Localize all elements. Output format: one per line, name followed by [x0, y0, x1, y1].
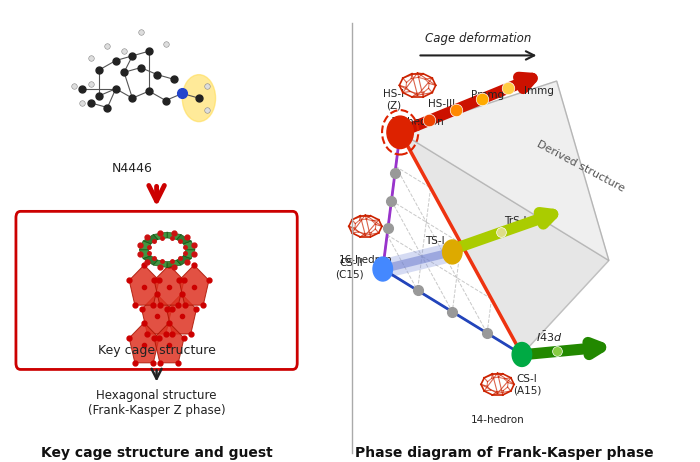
Polygon shape [143, 235, 158, 244]
Text: HS-III: HS-III [428, 99, 456, 109]
Text: $I\bar{4}3d$: $I\bar{4}3d$ [536, 330, 563, 345]
Polygon shape [167, 294, 197, 334]
Text: HS-I
(Z): HS-I (Z) [383, 89, 404, 111]
Text: CS-I
(A15): CS-I (A15) [513, 374, 541, 395]
Circle shape [442, 240, 462, 264]
Polygon shape [153, 232, 167, 239]
Text: CS-II
(C15): CS-II (C15) [335, 258, 363, 280]
Polygon shape [154, 265, 184, 305]
Polygon shape [139, 241, 151, 250]
Text: Immg: Immg [524, 86, 554, 96]
Text: Hexagonal structure
(Frank-Kasper Z phase): Hexagonal structure (Frank-Kasper Z phas… [88, 389, 225, 417]
Text: TrS-I: TrS-I [504, 216, 526, 226]
Polygon shape [167, 260, 181, 267]
Text: TS-I: TS-I [425, 236, 444, 245]
Polygon shape [141, 294, 172, 334]
Polygon shape [129, 322, 159, 363]
Polygon shape [139, 250, 151, 259]
Polygon shape [400, 132, 609, 354]
Polygon shape [143, 256, 158, 265]
Polygon shape [400, 81, 609, 354]
Text: Cage deformation: Cage deformation [425, 32, 531, 45]
Text: 15-hedron: 15-hedron [391, 117, 444, 128]
Circle shape [512, 342, 531, 366]
Text: Key cage structure and guest: Key cage structure and guest [41, 446, 272, 460]
Text: 14-hedron: 14-hedron [470, 415, 524, 425]
Text: Derived structure: Derived structure [536, 139, 626, 194]
Polygon shape [176, 256, 191, 265]
Text: Key cage structure: Key cage structure [97, 344, 216, 357]
Polygon shape [154, 322, 184, 363]
Polygon shape [176, 235, 191, 244]
Polygon shape [400, 81, 609, 261]
Circle shape [387, 116, 414, 149]
Circle shape [373, 257, 393, 281]
Polygon shape [179, 265, 209, 305]
Polygon shape [153, 260, 167, 267]
Text: Phase diagram of Frank-Kasper phase: Phase diagram of Frank-Kasper phase [355, 446, 654, 460]
Circle shape [182, 75, 216, 122]
Text: 16-hedron: 16-hedron [339, 255, 392, 265]
Polygon shape [183, 241, 195, 250]
Polygon shape [183, 250, 195, 259]
Text: N4446: N4446 [112, 162, 153, 175]
FancyBboxPatch shape [16, 212, 298, 370]
Text: Pmmg: Pmmg [470, 90, 504, 100]
Polygon shape [129, 265, 159, 305]
Polygon shape [167, 232, 181, 239]
